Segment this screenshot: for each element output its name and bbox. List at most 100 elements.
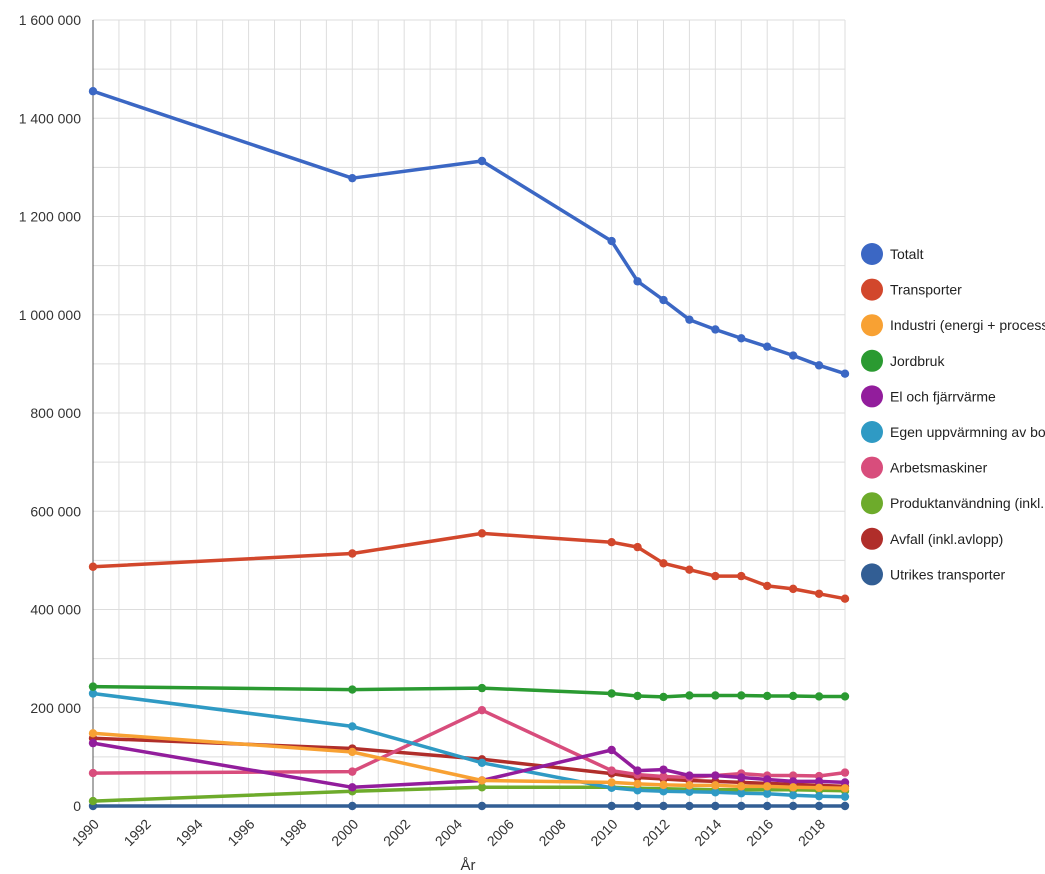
- legend-label: Egen uppvärmning av bostäder och lokaler: [890, 424, 1045, 440]
- data-point: [840, 768, 850, 777]
- x-axis-title: År: [461, 857, 476, 874]
- y-tick-label: 0: [73, 798, 81, 814]
- data-point: [88, 729, 98, 738]
- data-point: [840, 594, 850, 603]
- data-point: [711, 788, 720, 797]
- legend-item[interactable]: Produktanvändning (inkl. lösningsmedel): [861, 492, 1045, 515]
- data-point: [685, 565, 694, 574]
- data-point: [814, 361, 824, 370]
- legend-marker: [861, 527, 883, 550]
- data-point: [659, 295, 668, 305]
- legend-marker: [861, 456, 883, 479]
- y-tick-label: 1 200 000: [19, 209, 81, 225]
- axes: 0 200 000 400 000 600 000 800 000 1 000 000 1 …: [19, 12, 845, 849]
- data-point: [348, 173, 357, 183]
- x-tick-label: 2018: [795, 816, 828, 849]
- data-point: [711, 771, 720, 780]
- data-point: [685, 315, 694, 324]
- x-tick-label: 2016: [743, 816, 776, 849]
- data-point: [348, 801, 357, 811]
- data-point: [477, 683, 487, 693]
- legend-marker: [861, 385, 883, 408]
- legend-item[interactable]: Arbetsmaskiner: [861, 456, 988, 479]
- data-point: [659, 772, 668, 781]
- data-point: [607, 537, 616, 547]
- data-point: [814, 692, 824, 701]
- data-point: [607, 745, 616, 755]
- data-point: [607, 766, 616, 775]
- legend-item[interactable]: Egen uppvärmning av bostäder och lokaler: [861, 421, 1045, 443]
- data-point: [788, 584, 798, 594]
- data-point: [633, 801, 642, 811]
- data-point: [607, 236, 616, 246]
- data-point: [685, 771, 694, 780]
- x-tick-label: 2002: [380, 816, 413, 849]
- data-point: [88, 738, 98, 748]
- data-point: [477, 801, 487, 811]
- data-point: [814, 589, 824, 598]
- data-point: [711, 571, 720, 581]
- data-point: [685, 781, 694, 790]
- data-point: [88, 796, 98, 806]
- data-point: [737, 789, 746, 798]
- data-point: [788, 790, 798, 800]
- data-point: [763, 581, 772, 591]
- legend-item[interactable]: Transporter: [861, 278, 962, 301]
- data-point: [737, 782, 746, 791]
- legend-marker: [861, 421, 883, 443]
- legend: Totalt Transporter Industri (energi + proc…: [861, 243, 1045, 586]
- series-line: [91, 684, 847, 699]
- legend-marker: [861, 278, 883, 301]
- x-tick-label: 2008: [535, 816, 568, 849]
- data-point: [633, 277, 642, 286]
- data-point: [788, 351, 798, 360]
- data-point: [711, 781, 720, 790]
- data-point: [788, 801, 798, 811]
- data-point: [477, 758, 487, 767]
- data-point: [659, 801, 668, 811]
- data-point: [477, 529, 487, 538]
- data-point: [685, 691, 694, 700]
- x-tick-label: 1992: [121, 816, 154, 849]
- legend-item[interactable]: Utrikes transporter: [861, 563, 1005, 586]
- data-point: [840, 801, 850, 811]
- x-tick-label: 2014: [691, 816, 724, 849]
- data-point: [840, 778, 850, 787]
- data-point: [88, 562, 98, 571]
- data-point: [633, 691, 642, 701]
- series-5: [88, 689, 850, 801]
- legend-item[interactable]: Totalt: [861, 243, 924, 265]
- y-tick-label: 200 000: [30, 700, 81, 716]
- data-point: [763, 342, 772, 351]
- series-line: [91, 531, 847, 601]
- data-point: [840, 792, 850, 801]
- x-tick-label: 1998: [276, 816, 309, 849]
- data-point: [788, 771, 798, 780]
- y-tick-label: 1 400 000: [19, 110, 81, 126]
- legend-marker: [861, 563, 883, 586]
- data-point: [659, 787, 668, 796]
- data-point: [814, 777, 824, 786]
- legend-item[interactable]: Jordbruk: [861, 349, 945, 372]
- data-point: [840, 784, 850, 793]
- legend-item[interactable]: El och fjärrvärme: [861, 385, 996, 408]
- data-point: [607, 801, 616, 811]
- legend-marker: [861, 349, 883, 372]
- x-tick-label: 2000: [328, 816, 361, 849]
- data-point: [348, 549, 357, 558]
- data-point: [737, 801, 746, 811]
- data-point: [737, 571, 746, 581]
- legend-item[interactable]: Avfall (inkl.avlopp): [861, 527, 1003, 550]
- x-tick-label: 2012: [639, 816, 672, 849]
- data-point: [763, 691, 772, 701]
- legend-item[interactable]: Industri (energi + process): [861, 314, 1045, 337]
- data-point: [88, 682, 98, 691]
- legend-label: Industri (energi + process): [890, 317, 1045, 333]
- series-0: [88, 87, 850, 378]
- data-point: [840, 369, 850, 378]
- data-point: [788, 783, 798, 792]
- data-point: [763, 775, 772, 784]
- series-1: [88, 529, 850, 603]
- data-point: [763, 789, 772, 798]
- x-tick-label: 1994: [172, 816, 205, 849]
